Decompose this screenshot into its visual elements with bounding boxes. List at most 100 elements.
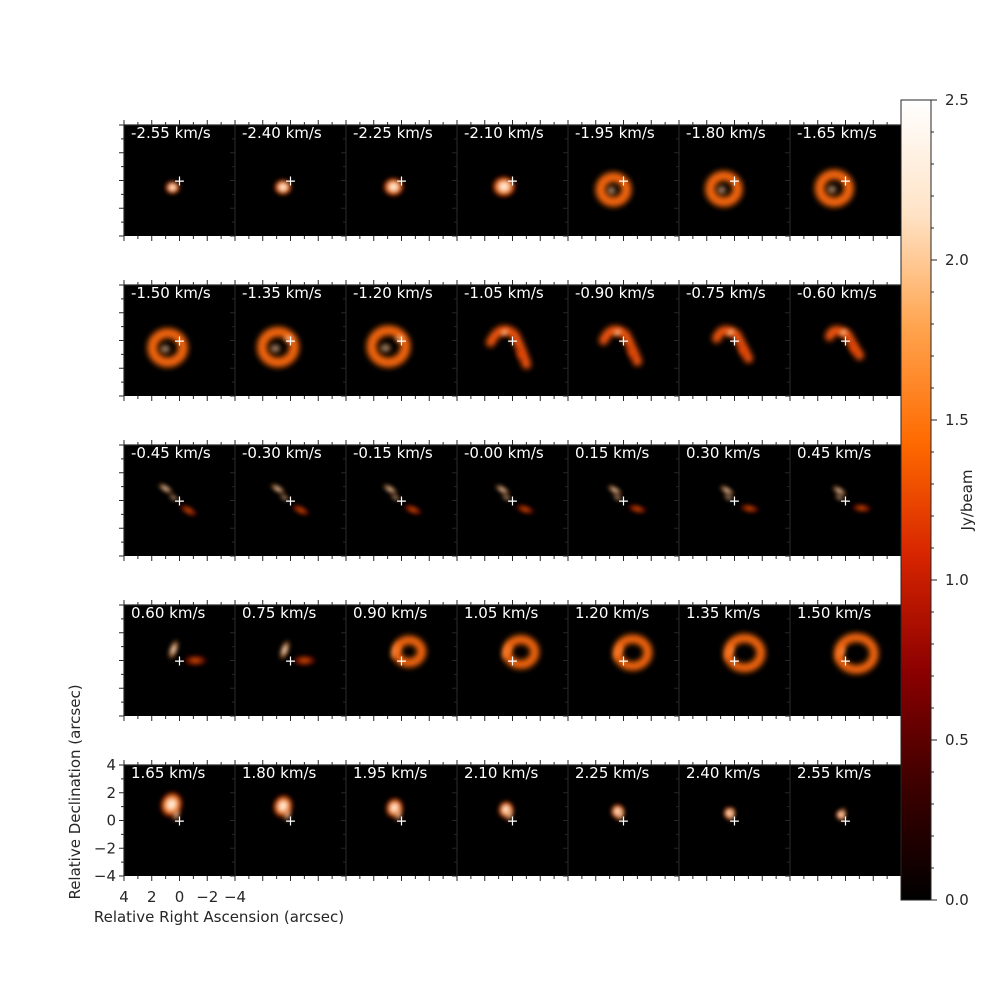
emission-map — [384, 796, 405, 823]
emission-map — [835, 806, 847, 823]
panel-ticks — [341, 760, 458, 881]
panel-background — [235, 765, 346, 876]
velocity-label: 1.80 km/s — [242, 764, 317, 782]
panel-background — [568, 445, 679, 556]
source-marker: + — [729, 174, 741, 190]
emission — [515, 346, 526, 363]
emission — [848, 340, 859, 357]
source-marker: + — [396, 494, 408, 510]
colorbar-gradient — [900, 99, 932, 901]
panel-background — [790, 285, 901, 396]
emission — [290, 503, 311, 517]
emission-map — [273, 178, 293, 196]
velocity-label: -2.10 km/s — [464, 124, 544, 142]
emission — [838, 806, 847, 823]
channel-panel: +0.60 km/s — [119, 600, 236, 721]
velocity-label: 2.40 km/s — [686, 764, 761, 782]
emission-map — [497, 800, 515, 823]
channel-panel: +0.75 km/s — [230, 600, 347, 721]
source-marker: + — [396, 174, 408, 190]
emission — [282, 333, 295, 344]
source-marker: + — [618, 654, 630, 670]
velocity-label: -0.00 km/s — [464, 444, 544, 462]
emission-map — [494, 484, 536, 515]
channel-panel: + -0.00 km/s — [452, 440, 569, 561]
channel-panel: +2.40 km/s — [674, 760, 791, 881]
emission-map — [719, 484, 761, 514]
channel-panels: + -2.55 km/s + -2.40 km/s + -2.25 km/s + -2.10 … — [94, 120, 902, 906]
emission — [825, 183, 839, 196]
x-tick-label: 4 — [119, 888, 129, 906]
y-tick-label: 4 — [106, 756, 116, 774]
source-marker: + — [729, 334, 741, 350]
channel-panel: + -2.40 km/s — [230, 120, 347, 241]
channel-panel: + -1.05 km/s — [452, 280, 569, 401]
emission — [168, 493, 179, 502]
panel-ticks — [785, 120, 902, 241]
colorbar-tick-label: 1.0 — [945, 571, 969, 589]
velocity-label: -1.50 km/s — [131, 284, 211, 302]
velocity-label: -2.25 km/s — [353, 124, 433, 142]
channel-panel: +1.95 km/s — [341, 760, 458, 881]
channel-panel: +0.15 km/s — [563, 440, 680, 561]
panel-background — [790, 445, 901, 556]
colorbar-ticks: 0.0 0.5 1.0 1.5 2.0 2.5 — [931, 91, 969, 909]
panel-ticks — [563, 280, 680, 401]
emission — [164, 180, 181, 195]
source-marker: + — [618, 814, 630, 830]
emission-ring — [814, 169, 854, 208]
panel-ticks — [119, 440, 236, 561]
emission — [850, 503, 873, 513]
velocity-label: 1.50 km/s — [797, 604, 872, 622]
source-marker: + — [507, 334, 519, 350]
emission-ring — [147, 328, 189, 368]
emission — [737, 342, 748, 359]
source-marker: + — [507, 814, 519, 830]
channel-panel: +1.35 km/s — [674, 600, 791, 721]
emission-map — [712, 325, 753, 363]
source-marker: + — [507, 174, 519, 190]
panel-background — [124, 605, 235, 716]
x-tick-label: −4 — [224, 888, 246, 906]
velocity-label: 0.15 km/s — [575, 444, 650, 462]
velocity-label: -1.80 km/s — [686, 124, 766, 142]
emission — [834, 493, 845, 502]
panel-ticks — [674, 280, 791, 401]
emission — [279, 493, 290, 502]
emission — [611, 328, 624, 337]
emission — [291, 654, 318, 667]
emission-map — [147, 328, 189, 368]
emission — [719, 484, 735, 497]
emission-map — [606, 484, 649, 515]
panel-ticks — [563, 760, 680, 881]
source-marker: + — [840, 334, 852, 350]
emission — [269, 483, 286, 495]
panel-background — [790, 765, 901, 876]
velocity-label: 2.10 km/s — [464, 764, 539, 782]
velocity-label: 2.55 km/s — [797, 764, 872, 782]
emission — [738, 503, 761, 514]
emission — [382, 176, 405, 197]
source-marker: + — [174, 174, 186, 190]
emission-map — [834, 632, 879, 675]
source-marker: + — [285, 334, 297, 350]
channel-panel: +2.55 km/s — [785, 760, 902, 881]
emission-map — [705, 170, 743, 208]
emission-map — [256, 326, 300, 368]
emission — [158, 343, 173, 355]
source-marker: + — [729, 494, 741, 510]
emission — [626, 503, 649, 515]
emission — [167, 639, 180, 660]
source-marker: + — [729, 814, 741, 830]
emission-map — [390, 635, 427, 668]
channel-panel: +1.05 km/s — [452, 600, 569, 721]
emission-map — [382, 176, 405, 197]
y-tick-label: −4 — [94, 867, 116, 885]
emission — [514, 503, 536, 515]
emission — [394, 806, 403, 823]
channel-panel: + -0.15 km/s — [341, 440, 458, 561]
channel-panel: +2.25 km/s — [563, 760, 680, 881]
emission-ring — [834, 632, 879, 675]
velocity-label: -0.75 km/s — [686, 284, 766, 302]
velocity-label: -0.90 km/s — [575, 284, 655, 302]
